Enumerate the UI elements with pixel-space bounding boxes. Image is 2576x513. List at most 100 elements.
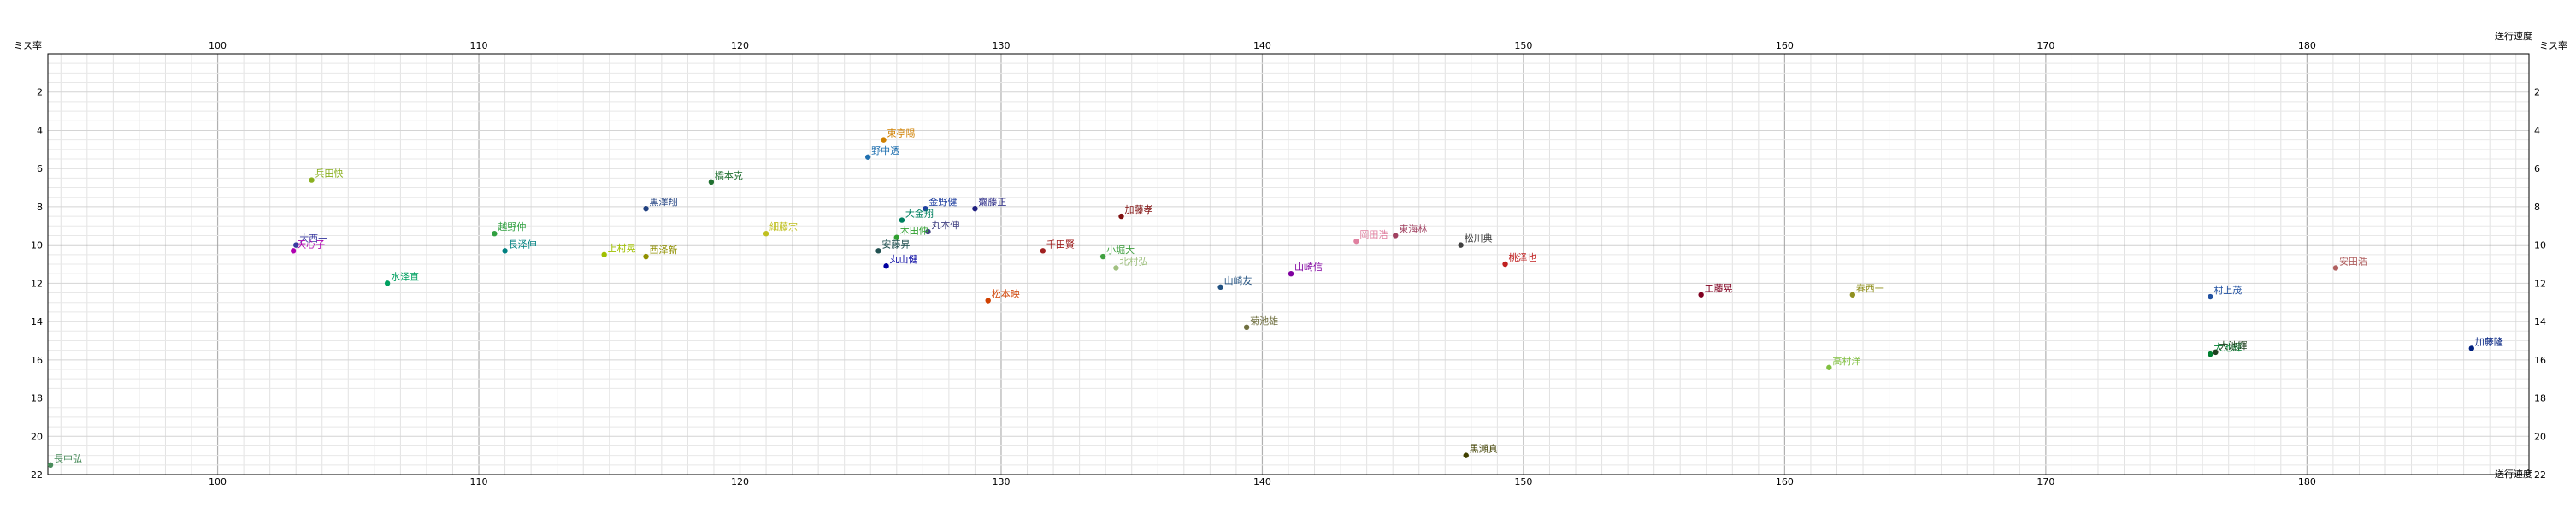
data-label: 山崎友 (1224, 274, 1253, 286)
data-point (1826, 364, 1832, 370)
data-point (1099, 253, 1106, 260)
x-tick-label-top: 100 (209, 40, 227, 51)
data-point (1118, 213, 1124, 220)
data-label: 安藤昇 (881, 238, 910, 250)
x-tick-label-bottom: 180 (2298, 476, 2316, 487)
data-label: 齋藤正 (978, 196, 1006, 208)
x-tick-label-top: 160 (1776, 40, 1794, 51)
data-label: 春西一 (1856, 283, 1884, 294)
data-point (893, 234, 899, 240)
data-label: 金野健 (928, 196, 957, 208)
y-tick-label-right: 4 (2534, 125, 2540, 136)
x-tick-label-bottom: 150 (1514, 476, 1532, 487)
y-tick-label-right: 6 (2534, 163, 2540, 174)
y-tick-label-right: 16 (2534, 355, 2546, 366)
data-point (923, 205, 928, 212)
data-point (1458, 242, 1464, 248)
data-label: 加藤孝 (1124, 204, 1152, 215)
data-point (875, 248, 881, 254)
plot-frame (47, 53, 2530, 475)
y-tick-label-left: 16 (31, 355, 43, 366)
data-label: 菊池雄 (1250, 315, 1278, 327)
data-label: 松本映 (992, 287, 1020, 299)
data-label: 北村弘 (1119, 255, 1147, 267)
data-label: 高村洋 (1832, 355, 1860, 367)
data-point (925, 228, 931, 235)
y-tick-label-right: 14 (2534, 316, 2546, 327)
data-label: 木田仲 (900, 225, 928, 237)
data-point (502, 248, 508, 254)
data-label: 天心子 (297, 239, 325, 250)
data-label: 長中弘 (54, 453, 82, 464)
data-point (384, 280, 391, 286)
data-label: 大池輝 (2219, 339, 2247, 351)
data-label: 千田賢 (1046, 239, 1075, 250)
data-label: 桃泽也 (1509, 251, 1537, 263)
y-tick-label-left: 20 (31, 431, 43, 442)
data-label: 工藤晃 (1705, 283, 1733, 294)
y-tick-label-left: 10 (31, 240, 43, 251)
data-label: 水泽直 (391, 270, 419, 282)
x-tick-label-bottom: 100 (209, 476, 227, 487)
data-point (1849, 292, 1856, 298)
data-point (1040, 248, 1046, 254)
x-tick-label-top: 120 (731, 40, 749, 51)
data-label: 野中透 (871, 145, 899, 156)
data-label: 村上茂 (2213, 284, 2242, 296)
data-point (309, 177, 315, 183)
x-tick-label-bottom: 130 (992, 476, 1010, 487)
data-point (883, 263, 889, 269)
data-label: 長泽伸 (509, 239, 537, 250)
y-axis-label-right: ミス率 (2539, 39, 2567, 51)
data-label: 大池輝 (2213, 341, 2242, 353)
y-tick-label-left: 2 (37, 87, 43, 98)
y-tick-label-right: 10 (2534, 240, 2546, 251)
x-tick-label-bottom: 120 (731, 476, 749, 487)
data-label: 越野仲 (498, 221, 526, 233)
data-point (643, 253, 649, 260)
data-point (601, 251, 607, 258)
data-point (1217, 284, 1223, 291)
y-tick-label-left: 22 (31, 469, 43, 481)
data-label: 兵田快 (315, 168, 344, 180)
x-tick-label-top: 170 (2037, 40, 2054, 51)
data-point (643, 205, 649, 212)
y-tick-label-right: 8 (2534, 202, 2540, 213)
x-tick-label-top: 130 (992, 40, 1010, 51)
data-label: 加藤隆 (2475, 335, 2503, 347)
data-point (1288, 270, 1294, 277)
data-point (1243, 324, 1250, 330)
data-label: 東海林 (1399, 222, 1427, 234)
x-tick-label-bottom: 140 (1253, 476, 1271, 487)
data-label: 岡田浩 (1359, 229, 1388, 240)
data-point (1353, 238, 1359, 245)
data-point (2332, 265, 2339, 271)
x-tick-label-top: 110 (470, 40, 488, 51)
data-point (2208, 351, 2213, 357)
data-label: 橋本克 (715, 169, 743, 181)
grid (48, 53, 2529, 475)
data-point (708, 179, 715, 186)
y-tick-label-left: 8 (37, 202, 43, 213)
y-tick-label-right: 22 (2534, 469, 2546, 481)
data-point (1463, 452, 1469, 458)
y-tick-label-right: 20 (2534, 431, 2546, 442)
data-point (293, 242, 299, 248)
data-label: 山崎信 (1294, 261, 1323, 273)
data-label: 安田浩 (2339, 255, 2367, 267)
y-tick-label-left: 6 (37, 163, 43, 174)
data-label: 丸本伸 (931, 219, 959, 231)
data-point (47, 462, 54, 469)
axis-ticks: 100 100 110 110 120 120 130 130 140 140 150 150 160 1… (31, 40, 2546, 487)
x-tick-label-bottom: 110 (470, 476, 488, 487)
y-tick-label-left: 12 (31, 278, 43, 289)
data-point (492, 231, 498, 237)
data-label: 黒澤翔 (650, 196, 678, 208)
data-point (985, 298, 991, 304)
y-axis-label-left: ミス率 (14, 39, 42, 51)
data-point (290, 248, 297, 254)
data-point (864, 154, 871, 160)
x-axis-label-top: 送行速度 (2495, 30, 2532, 42)
x-tick-label-bottom: 170 (2037, 476, 2054, 487)
